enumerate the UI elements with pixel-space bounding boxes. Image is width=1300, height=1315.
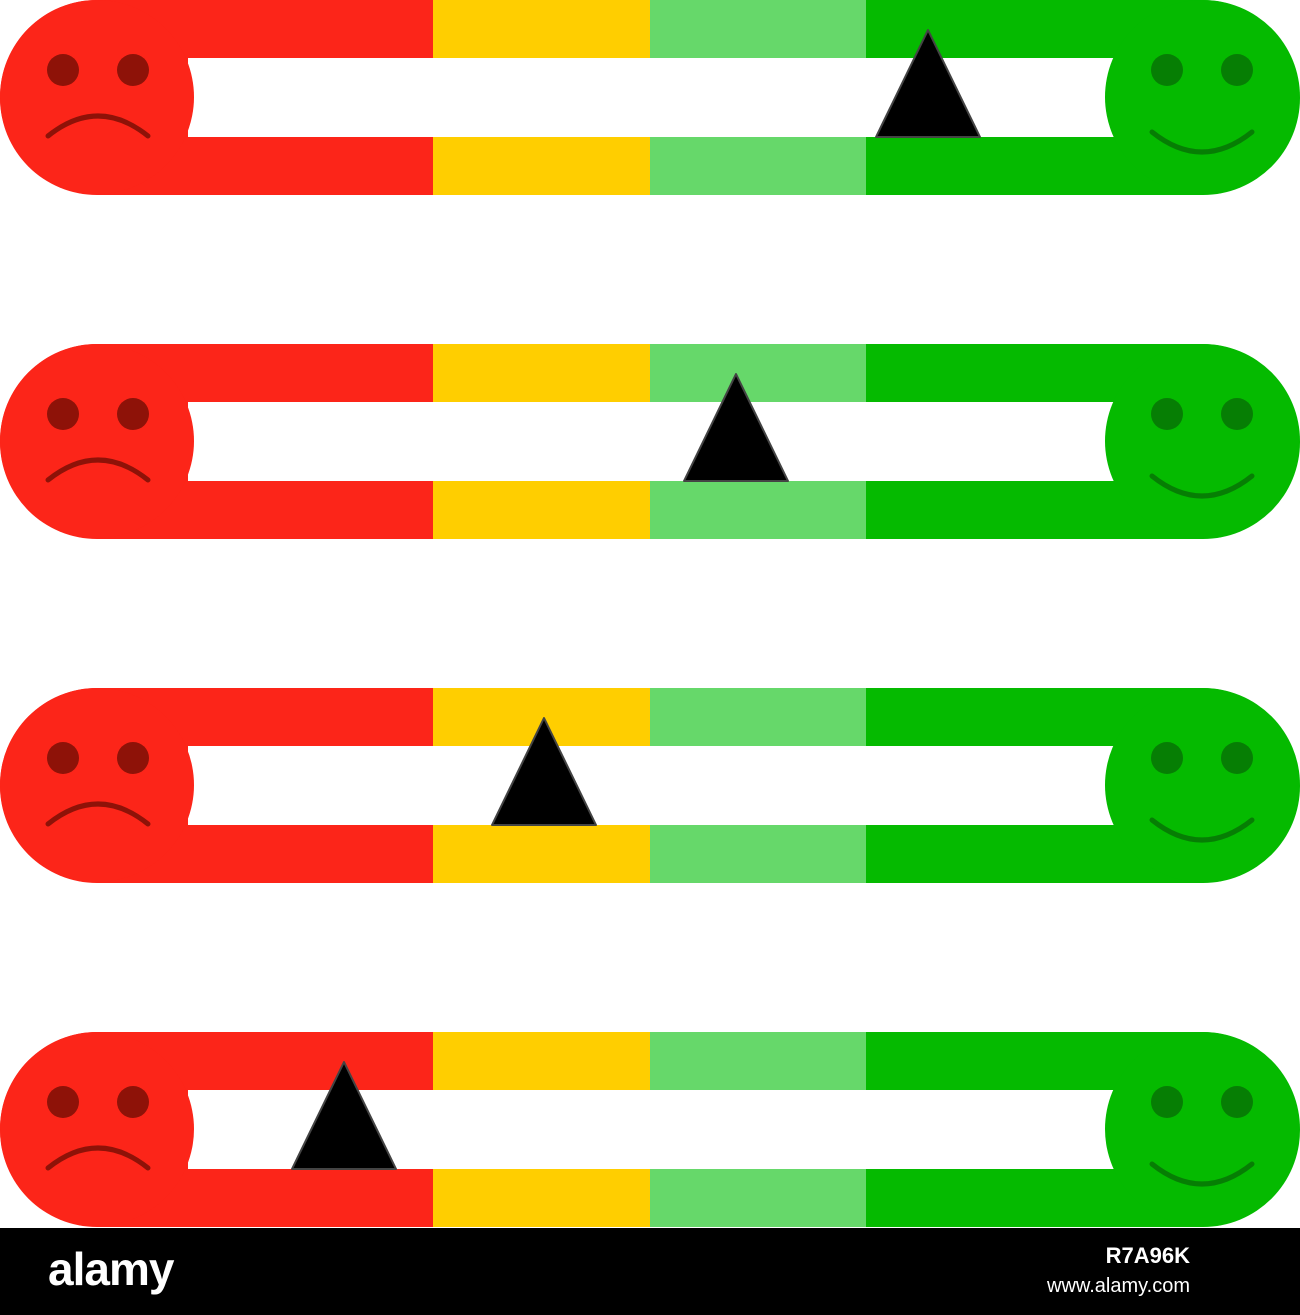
sad-face-icon [0,1032,194,1226]
rating-meter [0,688,1300,883]
alamy-logo: alamy [48,1243,174,1295]
triangle-pointer-icon [491,717,597,826]
happy-face-icon [1105,344,1299,538]
happy-face-icon [1105,1032,1299,1226]
meter-track [188,746,1114,825]
sad-face-icon [0,0,194,194]
rating-meter-graphic [0,0,1300,195]
happy-face-icon [1105,688,1299,882]
rating-meter-graphic [0,1032,1300,1227]
rating-meter [0,344,1300,539]
stock-photo-footer: alamy R7A96K www.alamy.com [0,1228,1300,1315]
sad-face-icon [0,688,194,882]
triangle-pointer-icon [291,1061,397,1170]
meter-track [188,402,1114,481]
rating-meter [0,1032,1300,1227]
triangle-pointer-icon [875,29,981,138]
sad-face-icon [0,344,194,538]
rating-meter-graphic [0,688,1300,883]
rating-meter-graphic [0,344,1300,539]
image-id: R7A96K [1105,1243,1190,1268]
rating-meter [0,0,1300,195]
triangle-pointer-icon [683,373,789,482]
happy-face-icon [1105,0,1299,194]
footer-url: www.alamy.com [1047,1275,1190,1297]
